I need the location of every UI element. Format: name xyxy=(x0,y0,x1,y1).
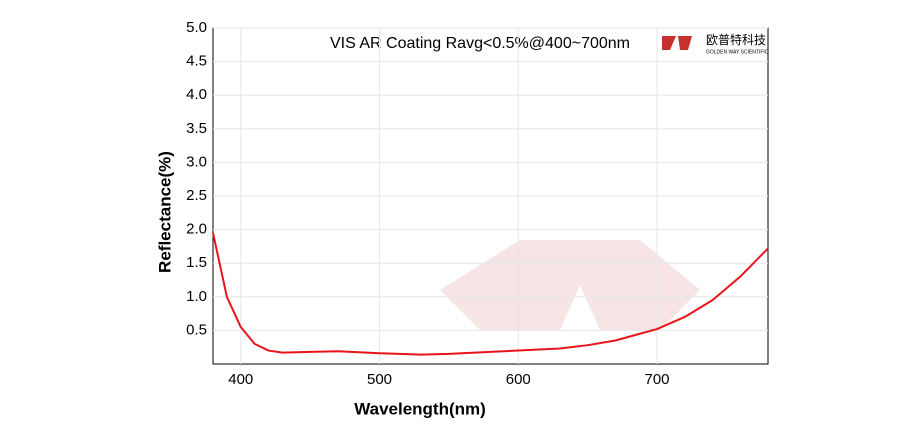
data-line xyxy=(212,232,769,356)
y-tick-label: 5.0 xyxy=(186,19,207,36)
chart-title: VIS AR Coating Ravg<0.5%@400~700nm xyxy=(330,35,630,52)
watermark xyxy=(440,240,700,330)
x-axis-label: Wavelength(nm) xyxy=(354,399,486,418)
x-tick-label: 700 xyxy=(644,371,669,388)
x-tick-label: 500 xyxy=(367,371,392,388)
x-tick-label: 600 xyxy=(506,371,531,388)
brand: 欧普特科技 xyxy=(706,32,766,47)
y-tick-label: 1.0 xyxy=(186,288,207,305)
y-axis-label: Reflectance(%) xyxy=(155,151,174,273)
y-tick-label: 2.5 xyxy=(186,187,207,204)
logo: 欧普特科技 GOLDEN WAY SCIENTIFIC xyxy=(662,32,769,55)
x-tick-label: 400 xyxy=(228,371,253,388)
y-tick-label: 4.0 xyxy=(186,86,207,103)
y-tick-label: 0.5 xyxy=(186,321,207,338)
y-tick-label: 1.5 xyxy=(186,254,207,271)
y-tick-label: 3.5 xyxy=(186,120,207,137)
brand-subtitle: GOLDEN WAY SCIENTIFIC xyxy=(706,49,769,55)
y-tick-label: 4.5 xyxy=(186,53,207,70)
y-tick-label: 2.0 xyxy=(186,221,207,238)
y-tick-label: 3.0 xyxy=(186,153,207,170)
